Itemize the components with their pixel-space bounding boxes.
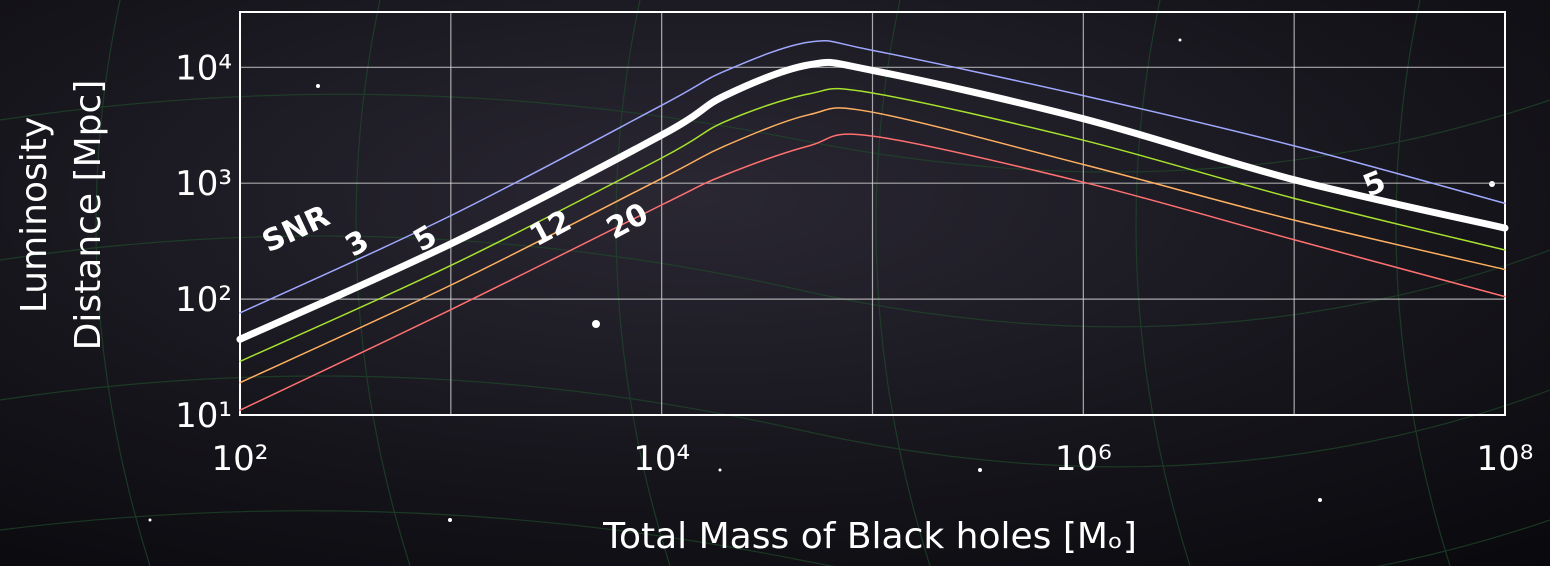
- y-axis-title: Luminosity: [14, 117, 55, 313]
- y-tick-label: 10⁴: [175, 48, 232, 88]
- plot-frame: [239, 11, 1506, 416]
- y-tick-label: 10¹: [175, 396, 232, 436]
- series-line: [239, 39, 1506, 314]
- stars: [148, 38, 1495, 522]
- series-line: [239, 133, 1506, 411]
- x-tick-label: 10⁶: [1055, 439, 1112, 479]
- x-tick-label: 10⁴: [633, 439, 690, 479]
- x-axis-title: Total Mass of Black holes [Mₒ]: [602, 516, 1137, 557]
- y-axis-title: Distance [Mpc]: [68, 80, 109, 351]
- x-tick-label: 10⁸: [1477, 439, 1534, 479]
- series-line: [239, 107, 1506, 384]
- x-tick-label: 10²: [212, 439, 269, 479]
- series-line: [236, 58, 1509, 343]
- series-line: [239, 87, 1506, 363]
- y-tick-label: 10³: [175, 164, 232, 204]
- y-tick-label: 10²: [175, 280, 232, 320]
